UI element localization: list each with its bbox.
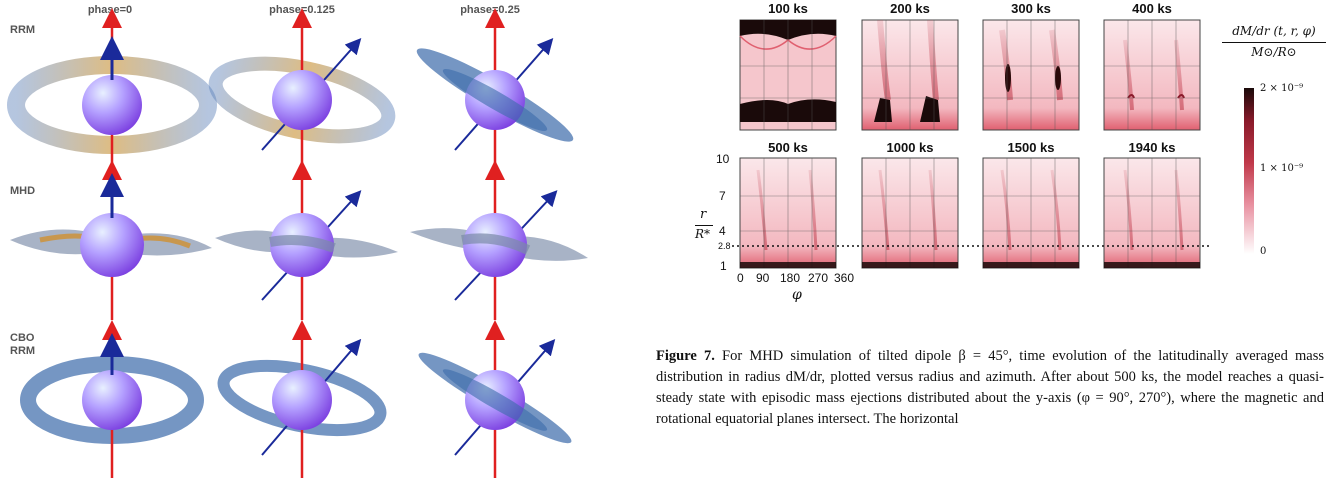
- cell-rrm-phase025: [416, 8, 574, 170]
- x-tick-180: 180: [780, 271, 801, 285]
- y-tick-2p8: 2.8: [718, 241, 731, 251]
- cell-cbo-phase0: [20, 320, 204, 478]
- magnetosphere-renderings: [7, 8, 588, 478]
- y-axis-label-bar: [695, 225, 713, 226]
- cell-cbo-phase025: [418, 320, 572, 478]
- panel-title-400ks: 400 ks: [1132, 1, 1172, 16]
- x-tick-270: 270: [808, 271, 829, 285]
- y-tick-10: 10: [716, 152, 730, 166]
- colorbar-title-bar: [1222, 42, 1326, 43]
- y-tick-1: 1: [720, 259, 727, 273]
- panel-title-100ks: 100 ks: [768, 1, 808, 16]
- row-label-cbo-line2: RRM: [10, 345, 36, 357]
- colorbar-title-numerator: dM/dr (t, r, φ): [1232, 24, 1316, 38]
- cell-mhd-phase025: [410, 160, 588, 320]
- cell-mhd-phase0: [10, 160, 212, 320]
- y-axis-label-numerator: r: [700, 207, 707, 222]
- y-axis-label-denominator: R*: [695, 227, 711, 241]
- cell-cbo-phase0125: [217, 320, 387, 478]
- row-label-cbo-line1: CBO: [10, 332, 35, 344]
- row-label-rrm: RRM: [10, 24, 36, 36]
- panel-bottom-bands: [740, 262, 1200, 268]
- colorbar: [1244, 88, 1254, 254]
- cell-mhd-phase0125: [215, 160, 398, 320]
- caption-label: Figure 7.: [656, 348, 715, 364]
- panel-title-1940ks: 1940 ks: [1128, 140, 1176, 155]
- y-tick-7: 7: [719, 189, 726, 203]
- panel-title-300ks: 300 ks: [1011, 1, 1051, 16]
- colorbar-tick-2e-9: 2 × 10⁻⁹: [1260, 83, 1304, 94]
- x-tick-360: 360: [834, 271, 855, 285]
- panel-title-200ks: 200 ks: [890, 1, 930, 16]
- x-axis-label: φ: [792, 287, 802, 303]
- colorbar-title-denominator: M⊙/R⊙: [1251, 45, 1297, 59]
- caption-text: For MHD simulation of tilted dipole β = …: [656, 348, 1325, 427]
- panel-title-500ks: 500 ks: [768, 140, 808, 155]
- row-label-mhd: MHD: [10, 185, 36, 197]
- x-tick-90: 90: [756, 271, 770, 285]
- colorbar-tick-0: 0: [1260, 246, 1267, 257]
- panel-title-1500ks: 1500 ks: [1007, 140, 1055, 155]
- colorbar-tick-1e-9: 1 × 10⁻⁹: [1260, 163, 1304, 174]
- y-tick-4: 4: [719, 224, 726, 238]
- panel-title-1000ks: 1000 ks: [886, 140, 934, 155]
- x-tick-0: 0: [737, 271, 744, 285]
- panel-gridlines: [740, 20, 1200, 268]
- cell-rrm-phase0125: [208, 8, 396, 170]
- heatmap-panels: [732, 19, 1210, 269]
- figure-caption: Figure 7. For MHD simulation of tilted d…: [656, 346, 1324, 430]
- cell-rrm-phase0: [7, 8, 217, 170]
